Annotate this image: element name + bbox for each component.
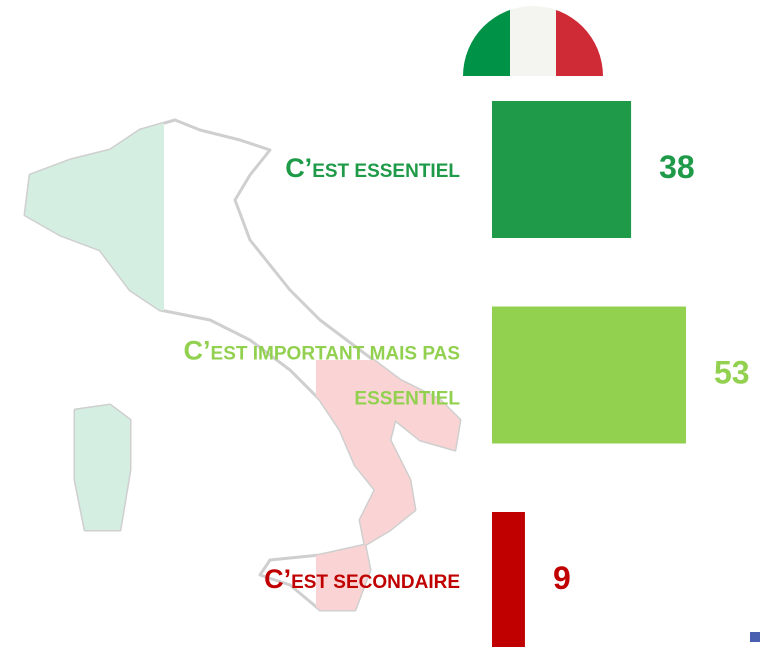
bar bbox=[492, 306, 686, 444]
value-label: 9 bbox=[553, 560, 571, 596]
category-label: C’EST ESSENTIEL bbox=[285, 152, 460, 183]
category-label: C’EST SECONDAIRE bbox=[264, 563, 460, 594]
value-label: 38 bbox=[659, 149, 695, 185]
flag bbox=[463, 6, 603, 76]
marker bbox=[750, 632, 760, 642]
italy-map bbox=[23, 118, 462, 612]
category-label: C’EST IMPORTANT MAIS PAS ESSENTIEL bbox=[183, 335, 460, 410]
bar bbox=[492, 101, 632, 238]
value-label: 53 bbox=[714, 354, 750, 390]
bar bbox=[492, 512, 525, 647]
